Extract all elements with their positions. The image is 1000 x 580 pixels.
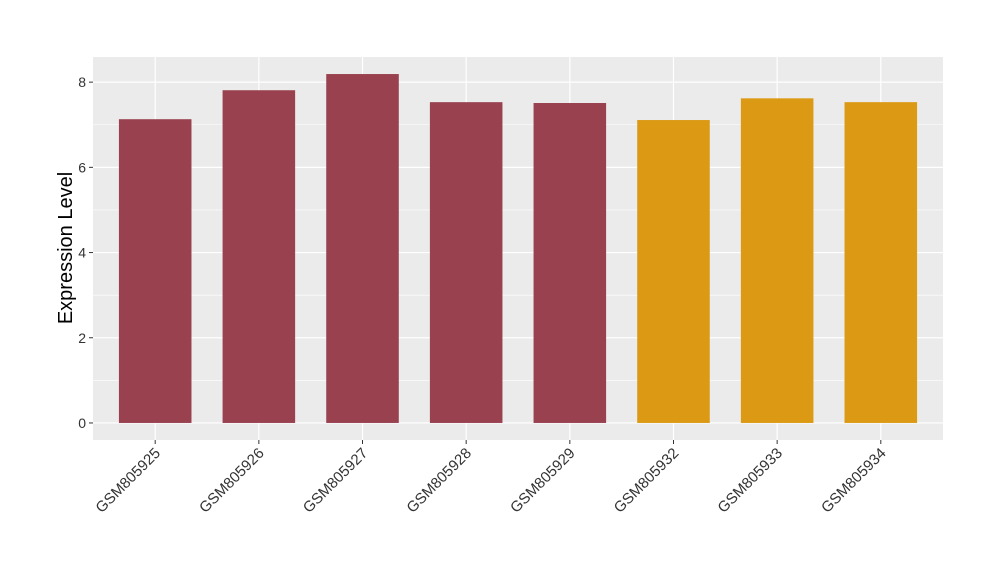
x-tick-label: GSM805934: [818, 445, 890, 517]
bar: [429, 102, 503, 423]
bar: [533, 103, 607, 423]
bar: [118, 119, 192, 423]
x-tick-label: GSM805927: [300, 445, 372, 517]
x-tick-label: GSM805933: [714, 445, 786, 517]
panel: [93, 57, 943, 440]
y-tick-label: 0: [78, 415, 86, 431]
x-tick-label: GSM805928: [403, 445, 475, 517]
x-tick-label: GSM805925: [92, 445, 164, 517]
y-tick-label: 6: [78, 159, 86, 175]
bar: [740, 98, 814, 423]
y-axis-label: Expression Level: [55, 172, 77, 324]
y-tick-label: 8: [78, 74, 86, 90]
bar: [326, 74, 399, 423]
bar: [844, 102, 918, 423]
x-tick-label: GSM805929: [507, 445, 579, 517]
y-tick-label: 4: [78, 245, 86, 261]
bar: [222, 90, 296, 423]
y-tick-label: 2: [78, 330, 86, 346]
x-tick-label: GSM805932: [611, 445, 683, 517]
bar: [637, 120, 710, 423]
x-tick-label: GSM805926: [196, 445, 268, 517]
